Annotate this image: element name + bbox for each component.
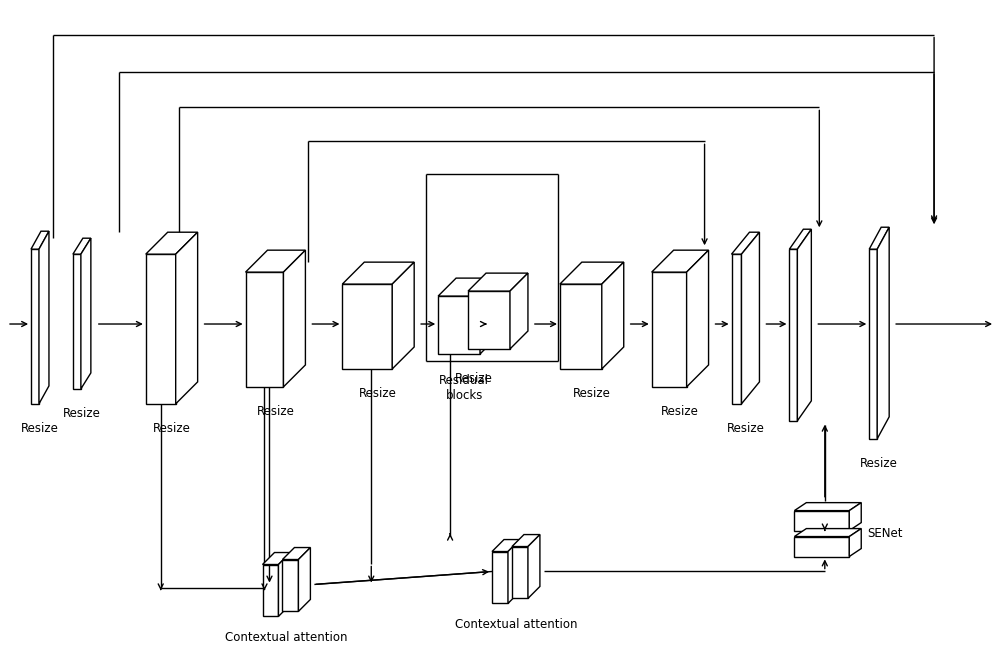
Polygon shape xyxy=(492,552,508,604)
Polygon shape xyxy=(560,284,602,369)
Polygon shape xyxy=(342,284,392,369)
Polygon shape xyxy=(492,540,520,552)
Polygon shape xyxy=(869,227,889,249)
Polygon shape xyxy=(794,503,861,511)
Polygon shape xyxy=(246,272,283,387)
Polygon shape xyxy=(732,232,759,254)
Polygon shape xyxy=(652,250,709,272)
Polygon shape xyxy=(797,229,811,421)
Polygon shape xyxy=(528,534,540,598)
Polygon shape xyxy=(283,250,305,387)
Polygon shape xyxy=(849,503,861,530)
Polygon shape xyxy=(246,250,305,272)
Text: Resize: Resize xyxy=(727,422,764,435)
Polygon shape xyxy=(794,529,861,536)
Polygon shape xyxy=(510,273,528,349)
Polygon shape xyxy=(438,296,480,354)
Polygon shape xyxy=(789,249,797,421)
Polygon shape xyxy=(687,250,709,387)
Polygon shape xyxy=(342,262,414,284)
Polygon shape xyxy=(278,552,290,616)
Polygon shape xyxy=(73,254,81,389)
Polygon shape xyxy=(652,272,687,387)
Polygon shape xyxy=(741,232,759,404)
Polygon shape xyxy=(146,232,198,254)
Polygon shape xyxy=(560,262,624,284)
Polygon shape xyxy=(31,231,49,249)
Text: Contextual attention: Contextual attention xyxy=(455,618,577,631)
Polygon shape xyxy=(794,536,849,556)
Polygon shape xyxy=(869,249,877,439)
Polygon shape xyxy=(263,565,278,616)
Polygon shape xyxy=(512,546,528,598)
Polygon shape xyxy=(480,278,498,354)
Polygon shape xyxy=(81,238,91,389)
Polygon shape xyxy=(438,278,498,296)
Polygon shape xyxy=(602,262,624,369)
Polygon shape xyxy=(176,232,198,404)
Polygon shape xyxy=(282,559,298,612)
Polygon shape xyxy=(794,511,849,530)
Text: Residual
blocks: Residual blocks xyxy=(439,374,489,402)
Polygon shape xyxy=(849,529,861,556)
Polygon shape xyxy=(146,254,176,404)
Text: SENet: SENet xyxy=(867,527,903,540)
Text: Resize: Resize xyxy=(661,405,699,418)
Polygon shape xyxy=(39,231,49,404)
Text: Resize: Resize xyxy=(359,387,397,400)
Text: Resize: Resize xyxy=(860,457,898,470)
Polygon shape xyxy=(508,540,520,604)
Polygon shape xyxy=(73,238,91,254)
Text: Resize: Resize xyxy=(573,387,611,400)
Text: Resize: Resize xyxy=(63,407,101,420)
Polygon shape xyxy=(512,534,540,546)
Text: Resize: Resize xyxy=(21,422,59,435)
Polygon shape xyxy=(468,273,528,291)
Text: Resize: Resize xyxy=(257,405,294,418)
Polygon shape xyxy=(789,229,811,249)
Polygon shape xyxy=(263,552,290,565)
Polygon shape xyxy=(31,249,39,404)
Polygon shape xyxy=(298,548,310,612)
Text: Resize: Resize xyxy=(455,372,493,385)
Polygon shape xyxy=(282,548,310,559)
Polygon shape xyxy=(392,262,414,369)
Text: Contextual attention: Contextual attention xyxy=(225,631,348,645)
Polygon shape xyxy=(468,291,510,349)
Polygon shape xyxy=(732,254,741,404)
Text: Resize: Resize xyxy=(153,422,191,435)
Polygon shape xyxy=(877,227,889,439)
